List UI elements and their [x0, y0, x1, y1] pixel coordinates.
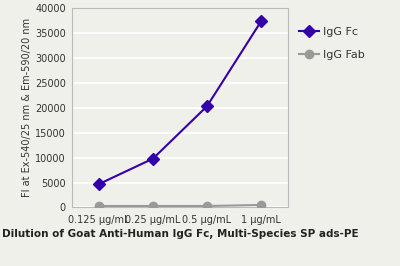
IgG Fc — [150, 157, 155, 160]
IgG Fc — [204, 105, 210, 108]
IgG Fab — [150, 204, 155, 207]
IgG Fc — [97, 182, 102, 186]
Y-axis label: FI at Ex-540/25 nm & Em-590/20 nm: FI at Ex-540/25 nm & Em-590/20 nm — [22, 18, 32, 197]
IgG Fc — [258, 20, 263, 23]
Line: IgG Fab: IgG Fab — [95, 201, 265, 210]
X-axis label: Dilution of Goat Anti-Human IgG Fc, Multi-Species SP ads-PE: Dilution of Goat Anti-Human IgG Fc, Mult… — [2, 229, 358, 239]
Legend: IgG Fc, IgG Fab: IgG Fc, IgG Fab — [296, 23, 368, 64]
Line: IgG Fc: IgG Fc — [95, 17, 265, 188]
IgG Fab — [97, 204, 102, 207]
IgG Fab — [204, 204, 210, 207]
IgG Fab — [258, 203, 263, 207]
